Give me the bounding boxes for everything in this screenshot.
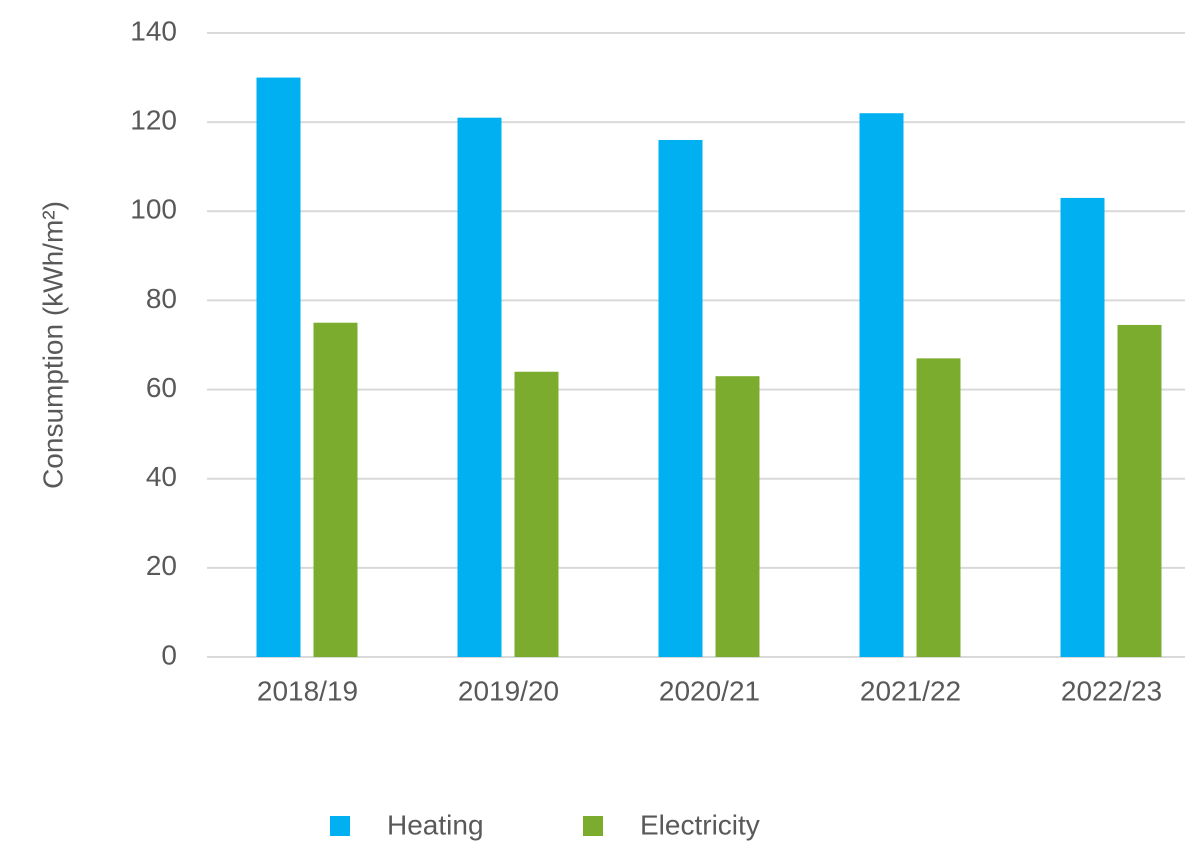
x-tick-label: 2022/23 bbox=[1061, 675, 1162, 706]
y-tick-label: 60 bbox=[146, 372, 177, 403]
bar bbox=[1117, 324, 1162, 657]
y-tick-label: 0 bbox=[161, 639, 177, 670]
y-axis-label: Consumption (kWh/m²) bbox=[37, 201, 68, 489]
legend-label: Heating bbox=[387, 809, 484, 840]
bar bbox=[1060, 197, 1105, 657]
bar bbox=[514, 371, 559, 657]
y-tick-label: 40 bbox=[146, 461, 177, 492]
legend-swatch bbox=[583, 816, 603, 836]
x-tick-label: 2019/20 bbox=[458, 675, 559, 706]
x-tick-label: 2020/21 bbox=[659, 675, 760, 706]
bar bbox=[313, 322, 358, 657]
y-tick-label: 120 bbox=[130, 105, 177, 136]
bar bbox=[457, 117, 502, 657]
y-tick-label: 100 bbox=[130, 194, 177, 225]
x-tick-label: 2018/19 bbox=[257, 675, 358, 706]
x-tick-label: 2021/22 bbox=[860, 675, 961, 706]
legend-swatch bbox=[330, 816, 350, 836]
bar bbox=[256, 77, 301, 658]
bar bbox=[658, 139, 703, 657]
y-tick-label: 80 bbox=[146, 283, 177, 314]
bar bbox=[916, 358, 961, 657]
y-tick-label: 20 bbox=[146, 550, 177, 581]
legend-label: Electricity bbox=[640, 809, 760, 840]
bar bbox=[859, 113, 904, 657]
y-tick-label: 140 bbox=[130, 15, 177, 46]
bar bbox=[715, 376, 760, 657]
